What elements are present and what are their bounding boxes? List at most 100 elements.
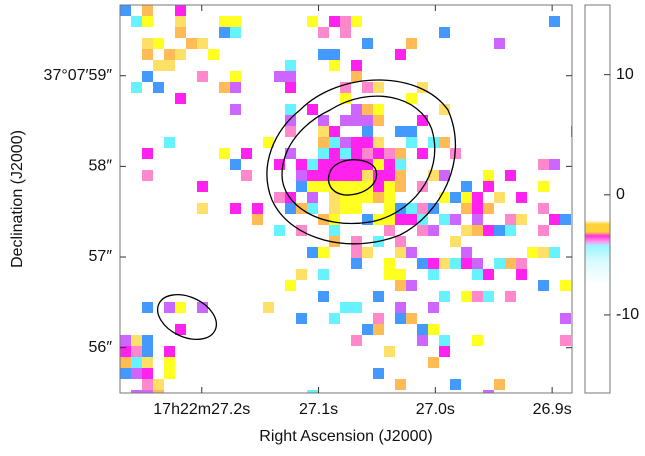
pixel (373, 159, 384, 170)
pixel (560, 335, 571, 346)
pixel (142, 302, 153, 313)
pixel (384, 203, 395, 214)
pixel (164, 346, 175, 357)
pixel (329, 16, 340, 27)
pixel (318, 170, 329, 181)
pixel (461, 225, 472, 236)
pixel (120, 335, 131, 346)
pixel (351, 247, 362, 258)
pixel (494, 38, 505, 49)
pixel (340, 137, 351, 148)
pixel (340, 82, 351, 93)
pixel (307, 203, 318, 214)
pixel (131, 335, 142, 346)
pixel (428, 324, 439, 335)
pixel (318, 148, 329, 159)
pixel (153, 60, 164, 71)
colorbar-tick-label: 10 (616, 66, 634, 83)
pixel (340, 170, 351, 181)
pixel (274, 192, 285, 203)
pixel (384, 181, 395, 192)
pixel (164, 357, 175, 368)
pixel (351, 16, 362, 27)
pixel (142, 38, 153, 49)
pixel (120, 368, 131, 379)
pixel (483, 181, 494, 192)
pixel (560, 280, 571, 291)
pixel (230, 71, 241, 82)
pixel (329, 203, 340, 214)
pixel (538, 225, 549, 236)
pixel (549, 247, 560, 258)
contour-outer (266, 79, 457, 245)
pixel (329, 214, 340, 225)
pixel (472, 258, 483, 269)
pixel (384, 214, 395, 225)
pixel (318, 115, 329, 126)
pixel (318, 137, 329, 148)
pixel (417, 225, 428, 236)
pixel (428, 357, 439, 368)
pixel (285, 192, 296, 203)
pixel (450, 258, 461, 269)
pixel (450, 379, 461, 390)
pixel (318, 126, 329, 137)
pixel (362, 181, 373, 192)
pixel (395, 148, 406, 159)
x-tick-label: 27.1s (299, 401, 338, 418)
pixel (483, 225, 494, 236)
pixel (164, 49, 175, 60)
pixel (428, 258, 439, 269)
pixel (406, 247, 417, 258)
pixel (494, 192, 505, 203)
pixel (219, 82, 230, 93)
pixel (571, 126, 572, 137)
pixel (384, 192, 395, 203)
y-tick-label: 57″ (89, 248, 113, 265)
pixel (197, 38, 208, 49)
pixel (351, 258, 362, 269)
pixel (219, 16, 230, 27)
pixel (472, 335, 483, 346)
pixel (318, 27, 329, 38)
pixel (285, 203, 296, 214)
pixel (362, 324, 373, 335)
pixel (351, 159, 362, 170)
pixel (153, 82, 164, 93)
pixel (439, 170, 450, 181)
pixel (186, 38, 197, 49)
pixel (142, 357, 153, 368)
colorbar-tick-label: -10 (616, 306, 639, 323)
pixel (428, 170, 439, 181)
pixel (395, 126, 406, 137)
pixel (351, 137, 362, 148)
pixel (318, 159, 329, 170)
pixel (472, 269, 483, 280)
x-tick-label: 26.9s (533, 401, 572, 418)
pixel (142, 170, 153, 181)
pixel (472, 291, 483, 302)
pixel (395, 159, 406, 170)
pixel (340, 93, 351, 104)
pixel (373, 368, 384, 379)
pixel (329, 192, 340, 203)
pixel (241, 170, 252, 181)
pixel (373, 104, 384, 115)
pixel (505, 291, 516, 302)
pixel (362, 148, 373, 159)
pixel (384, 258, 395, 269)
pixel (318, 247, 329, 258)
pixel (263, 302, 274, 313)
pixel (340, 302, 351, 313)
pixel (417, 82, 428, 93)
pixel (428, 137, 439, 148)
pixel (340, 16, 351, 27)
pixel (142, 16, 153, 27)
pixel (230, 104, 241, 115)
pixel (340, 192, 351, 203)
pixel (428, 269, 439, 280)
pixel (362, 192, 373, 203)
pixel (351, 236, 362, 247)
pixel (428, 203, 439, 214)
pixel (384, 170, 395, 181)
